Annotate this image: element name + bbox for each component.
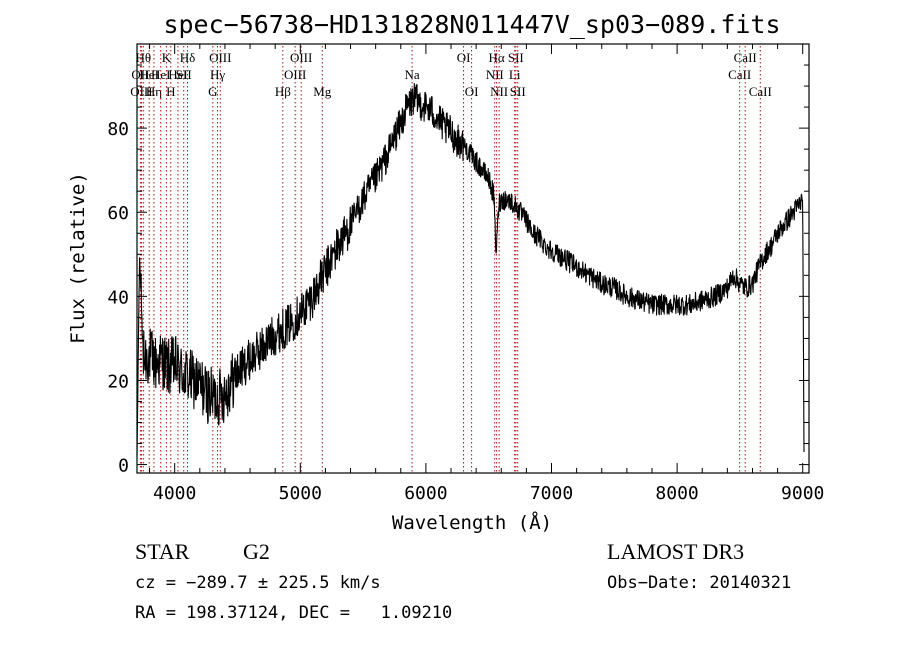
line-marker-label: OIII: [130, 84, 152, 99]
obs-date: Obs−Date: 20140321: [607, 573, 792, 593]
y-tick-label: 0: [118, 456, 129, 477]
y-tick-label: 80: [107, 119, 129, 140]
x-axis-label: Wavelength (Å): [392, 511, 552, 534]
line-marker-label: OI: [465, 84, 479, 99]
y-tick-label: 40: [107, 287, 129, 308]
survey-label: LAMOST DR3: [607, 539, 745, 564]
line-marker-label: Mg: [313, 84, 332, 99]
line-marker-label: OIII: [209, 50, 231, 65]
line-marker-label: K: [162, 50, 172, 65]
y-axis-label: Flux (relative): [67, 172, 89, 344]
line-marker-label: Hγ: [210, 67, 225, 82]
line-marker-label: Hβ: [275, 84, 291, 99]
object-class: STAR: [135, 539, 190, 564]
x-tick-label: 5000: [279, 483, 322, 504]
line-marker-label: NII: [486, 67, 504, 82]
line-marker-label: SII: [176, 67, 192, 82]
line-marker-label: G: [208, 84, 217, 99]
line-marker-label: OII: [131, 67, 149, 82]
line-marker-label: OIII: [290, 50, 312, 65]
y-tick-label: 20: [107, 371, 129, 392]
line-marker-label: SII: [510, 84, 526, 99]
line-marker-label: OI: [457, 50, 471, 65]
line-marker-label: Hα: [489, 50, 505, 65]
coordinates: RA = 198.37124, DEC = 1.09210: [135, 603, 453, 623]
x-tick-label: 7000: [530, 483, 573, 504]
line-marker-label: CaII: [749, 84, 772, 99]
x-tick-label: 6000: [404, 483, 447, 504]
line-marker-label: Hθ: [135, 50, 151, 65]
line-marker-label: Na: [404, 67, 419, 82]
axis-ticks: 4000 5000 6000 7000 8000 9000 0 20 40 60 80: [107, 44, 824, 504]
line-marker-label: NII: [490, 84, 508, 99]
x-tick-label: 4000: [153, 483, 196, 504]
x-tick-label: 9000: [781, 483, 824, 504]
line-marker-label: Hη: [146, 84, 162, 99]
chart-title: spec−56738−HD131828N011447V_sp03−089.fit…: [163, 10, 780, 39]
redshift-readout: cz = −289.7 ± 225.5 km/s: [135, 573, 381, 593]
line-marker-label: H: [166, 84, 175, 99]
flux-series: [136, 82, 805, 457]
line-marker-label: Hδ: [180, 50, 196, 65]
line-marker-label: CaII: [728, 67, 751, 82]
line-marker-label: OIII: [284, 67, 306, 82]
line-markers: OIIOIIIHθHeIHηHeIKHHeISIIHδGHγOIIIHβOIII…: [130, 46, 772, 472]
plot-frame: [136, 43, 810, 474]
line-marker-label: CaII: [734, 50, 757, 65]
y-tick-label: 60: [107, 203, 129, 224]
line-marker-label: HeI: [151, 67, 171, 82]
line-marker-label: HeI: [168, 67, 188, 82]
line-marker-label: SII: [508, 50, 524, 65]
x-tick-label: 8000: [655, 483, 698, 504]
spectral-subclass: G2: [243, 539, 270, 564]
line-marker-label: Li: [509, 67, 521, 82]
